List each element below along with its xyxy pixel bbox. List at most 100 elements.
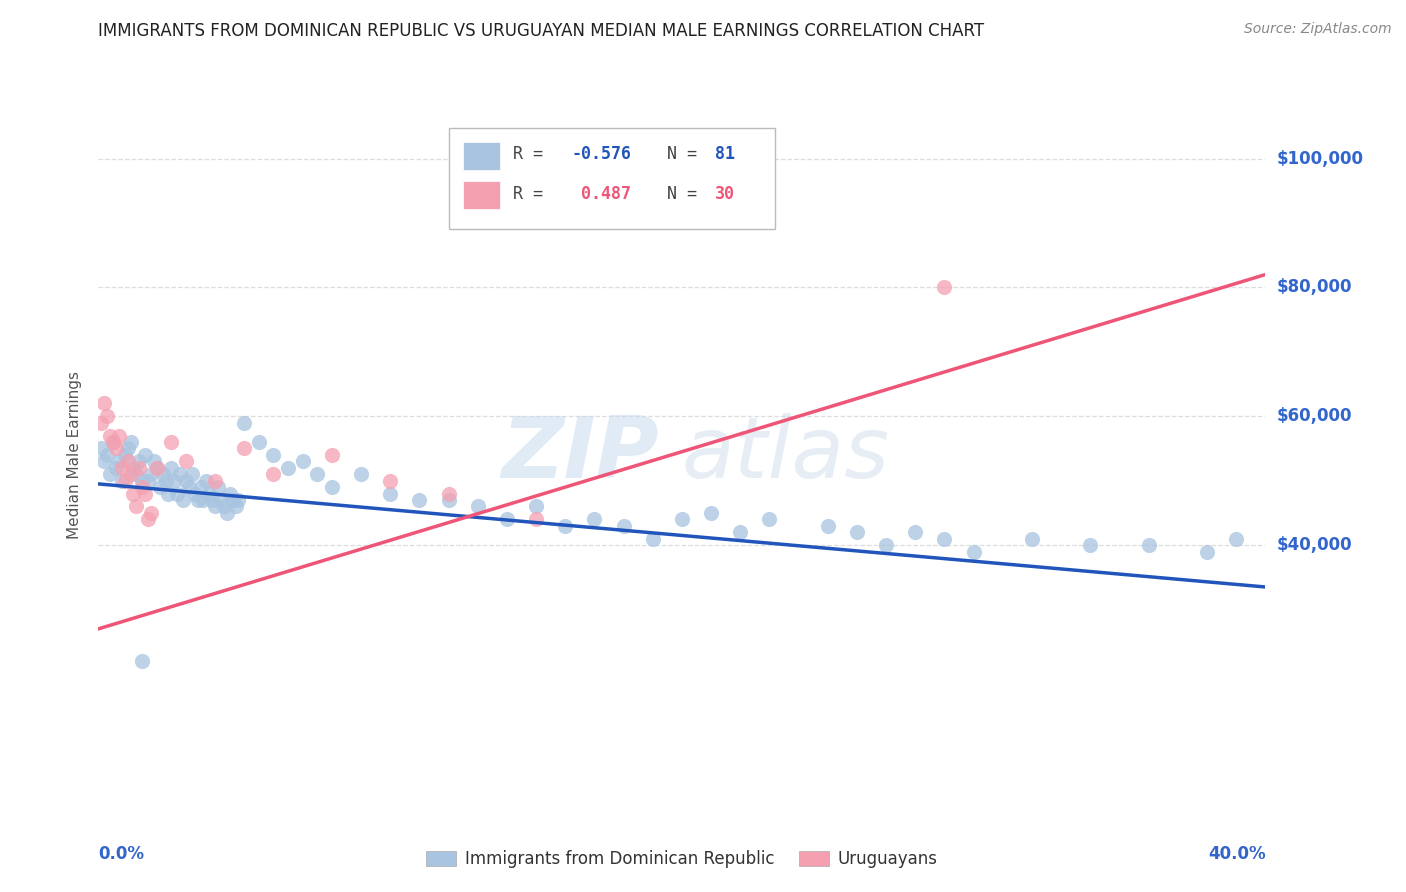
Point: [1195, 544, 1218, 558]
Point: [378, 474, 402, 488]
Text: 81: 81: [714, 145, 734, 163]
Point: [114, 448, 136, 462]
Text: atlas: atlas: [682, 413, 890, 497]
Text: 0.487: 0.487: [571, 185, 631, 203]
Point: [1021, 532, 1043, 546]
Point: [212, 500, 235, 514]
Point: [166, 486, 188, 500]
Text: $40,000: $40,000: [1277, 536, 1353, 554]
Point: [228, 493, 250, 508]
Point: [131, 474, 153, 488]
Point: [108, 454, 131, 468]
Point: [215, 506, 238, 520]
Point: [93, 396, 115, 410]
Point: [117, 454, 139, 468]
Point: [612, 518, 634, 533]
Point: [160, 460, 183, 475]
Point: [225, 500, 247, 514]
FancyBboxPatch shape: [463, 142, 501, 169]
Point: [262, 467, 284, 482]
Point: [554, 518, 576, 533]
Point: [96, 448, 118, 462]
Point: [204, 474, 226, 488]
Point: [277, 460, 299, 475]
Point: [169, 467, 191, 482]
Point: [247, 435, 270, 450]
Point: [845, 525, 868, 540]
Point: [125, 467, 148, 482]
Point: [233, 442, 256, 456]
Point: [139, 506, 162, 520]
Point: [122, 486, 145, 500]
Point: [437, 493, 460, 508]
Point: [437, 486, 460, 500]
Point: [1225, 532, 1247, 546]
Y-axis label: Median Male Earnings: Median Male Earnings: [67, 371, 83, 539]
Text: 40.0%: 40.0%: [1208, 845, 1265, 863]
Point: [201, 493, 224, 508]
Point: [700, 506, 723, 520]
Point: [204, 500, 226, 514]
Point: [122, 460, 145, 475]
Point: [700, 184, 723, 198]
Point: [233, 416, 256, 430]
Point: [467, 500, 489, 514]
Point: [163, 474, 186, 488]
Point: [98, 428, 121, 442]
Point: [321, 448, 343, 462]
Point: [90, 416, 112, 430]
Point: [1137, 538, 1160, 552]
Point: [146, 460, 169, 475]
Point: [120, 467, 142, 482]
Point: [90, 442, 112, 456]
Point: [758, 512, 780, 526]
Text: R =: R =: [513, 145, 553, 163]
Point: [221, 493, 243, 508]
Point: [131, 654, 153, 668]
Point: [96, 409, 118, 424]
Point: [114, 474, 136, 488]
Point: [108, 428, 131, 442]
Point: [152, 467, 174, 482]
Point: [218, 486, 240, 500]
Point: [149, 480, 172, 494]
Point: [128, 454, 150, 468]
Text: ZIP: ZIP: [501, 413, 658, 497]
Point: [209, 493, 232, 508]
Point: [187, 493, 209, 508]
Point: [195, 474, 218, 488]
FancyBboxPatch shape: [449, 128, 775, 229]
Text: R =: R =: [513, 185, 553, 203]
Point: [193, 493, 215, 508]
FancyBboxPatch shape: [463, 181, 501, 210]
Point: [117, 442, 139, 456]
Point: [728, 525, 751, 540]
Text: $60,000: $60,000: [1277, 408, 1353, 425]
Point: [134, 486, 156, 500]
Point: [378, 486, 402, 500]
Point: [180, 467, 202, 482]
Point: [111, 474, 134, 488]
Point: [262, 448, 284, 462]
Point: [142, 454, 165, 468]
Point: [307, 467, 329, 482]
Point: [111, 460, 134, 475]
Point: [183, 486, 205, 500]
Point: [583, 512, 606, 526]
Point: [350, 467, 373, 482]
Point: [934, 280, 956, 294]
Legend: Immigrants from Dominican Republic, Uruguayans: Immigrants from Dominican Republic, Urug…: [419, 843, 945, 874]
Text: $80,000: $80,000: [1277, 278, 1353, 296]
Text: N =: N =: [647, 185, 707, 203]
Point: [321, 480, 343, 494]
Point: [172, 493, 194, 508]
Text: N =: N =: [647, 145, 707, 163]
Point: [125, 500, 148, 514]
Point: [131, 480, 153, 494]
Point: [904, 525, 927, 540]
Point: [93, 454, 115, 468]
Point: [524, 500, 547, 514]
Point: [1080, 538, 1102, 552]
Point: [177, 480, 200, 494]
Point: [495, 512, 517, 526]
